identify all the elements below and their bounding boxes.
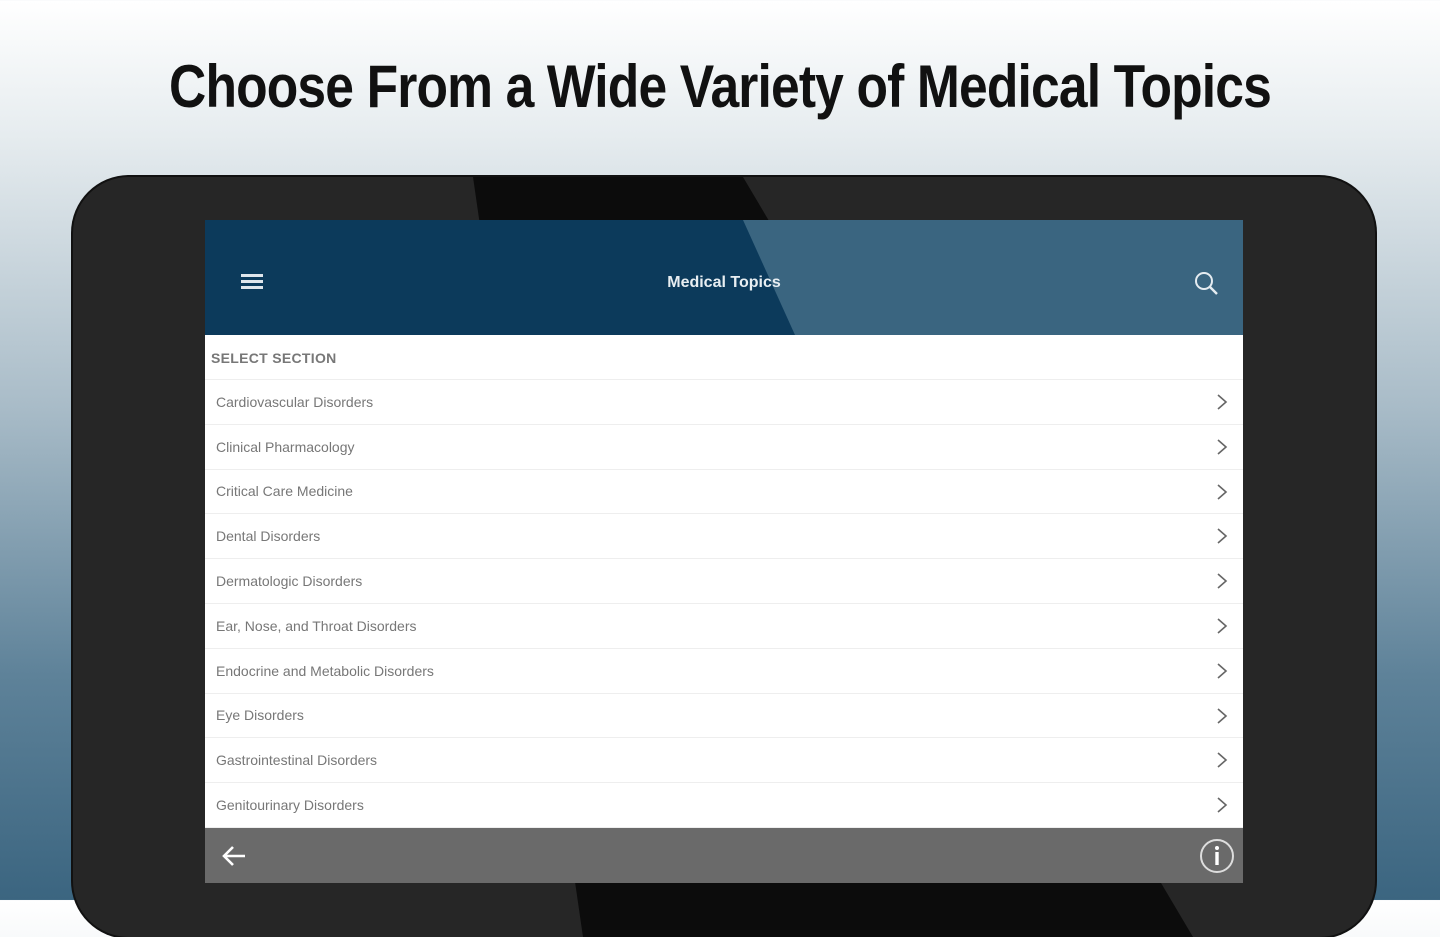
list-item[interactable]: Critical Care Medicine [205,470,1243,515]
app-screen: Medical Topics SELECT SECTION Cardiovasc… [205,220,1243,883]
chevron-right-icon [1217,707,1228,724]
list-item[interactable]: Ear, Nose, and Throat Disorders [205,604,1243,649]
list-item[interactable]: Eye Disorders [205,694,1243,739]
list-item[interactable]: Cardiovascular Disorders [205,380,1243,425]
bottom-bar [205,828,1243,883]
list-item-label: Gastrointestinal Disorders [216,752,378,769]
list-item-label: Endocrine and Metabolic Disorders [216,662,434,679]
list-item-label: Dental Disorders [216,528,321,545]
list-item-label: Dermatologic Disorders [216,573,363,590]
arrow-left-icon[interactable] [219,841,249,871]
list-item[interactable]: Genitourinary Disorders [205,783,1243,828]
search-icon[interactable] [1193,270,1219,296]
app-bar: Medical Topics [205,220,1243,335]
chevron-right-icon [1217,618,1228,634]
info-icon[interactable] [1199,838,1235,874]
topic-list: Cardiovascular Disorders Clinical Pharmac… [205,380,1243,828]
list-item-label: Critical Care Medicine [216,483,353,500]
promo-headline: Choose From a Wide Variety of Medical To… [169,53,1272,120]
list-item[interactable]: Dental Disorders [205,514,1243,560]
section-header: SELECT SECTION [205,335,1243,380]
list-item[interactable]: Endocrine and Metabolic Disorders [205,649,1243,694]
list-item[interactable]: Gastrointestinal Disorders [205,738,1243,784]
list-item-label: Eye Disorders [216,707,304,724]
list-item-label: Cardiovascular Disorders [216,393,374,410]
chevron-right-icon [1217,797,1228,813]
chevron-right-icon [1217,663,1228,679]
list-item[interactable]: Dermatologic Disorders [205,559,1243,604]
chevron-right-icon [1217,439,1228,455]
list-item-label: Clinical Pharmacology [216,438,355,455]
list-item-label: Ear, Nose, and Throat Disorders [216,617,417,634]
chevron-right-icon [1217,483,1228,500]
page-title: Medical Topics [667,274,781,291]
chevron-right-icon [1217,573,1228,589]
hamburger-icon[interactable] [241,274,263,290]
chevron-right-icon [1217,528,1228,544]
list-item-label: Genitourinary Disorders [216,797,364,814]
chevron-right-icon [1217,752,1228,768]
list-item[interactable]: Clinical Pharmacology [205,425,1243,470]
chevron-right-icon [1217,394,1228,410]
